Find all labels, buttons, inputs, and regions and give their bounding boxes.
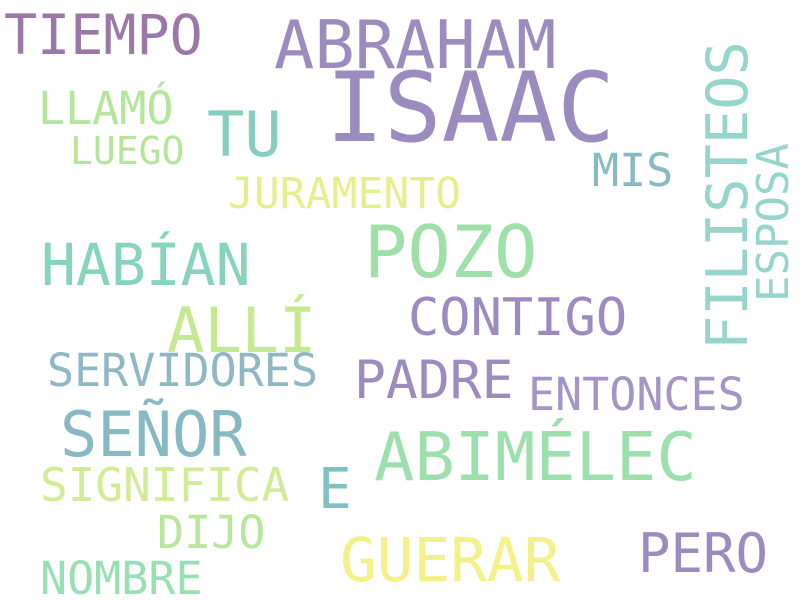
word-pozo: POZO: [364, 210, 538, 294]
word-tu: TU: [207, 98, 282, 171]
word-luego: LUEGO: [70, 129, 185, 173]
word-servidores: SERVIDORES: [47, 344, 318, 397]
word-habian: HABÍAN: [41, 231, 251, 299]
word-abraham: ABRAHAM: [274, 6, 557, 84]
word-senor: SEÑOR: [60, 398, 247, 471]
word-contigo: CONTIGO: [408, 288, 628, 348]
word-pero: PERO: [638, 522, 769, 585]
word-alli: ALLÍ: [167, 294, 317, 367]
word-dijo: DIJO: [157, 506, 266, 559]
word-tiempo: TIEMPO: [4, 3, 203, 67]
word-e: E: [318, 457, 352, 522]
word-mis: MIS: [592, 144, 674, 197]
word-guerar: GUERAR: [340, 525, 561, 596]
word-entonces: ENTONCES: [528, 368, 745, 421]
word-nombre: NOMBRE: [40, 552, 203, 600]
word-significa: SIGNIFICA: [40, 458, 290, 512]
word-isaac: ISAAC: [326, 52, 615, 164]
word-juramento: JURAMENTO: [228, 169, 461, 219]
word-esposa: ESPOSA: [748, 143, 799, 302]
word-padre: PADRE: [354, 350, 514, 411]
word-llamo: LLAMÓ: [38, 82, 174, 135]
word-abimelec: ABIMÉLEC: [374, 418, 697, 496]
